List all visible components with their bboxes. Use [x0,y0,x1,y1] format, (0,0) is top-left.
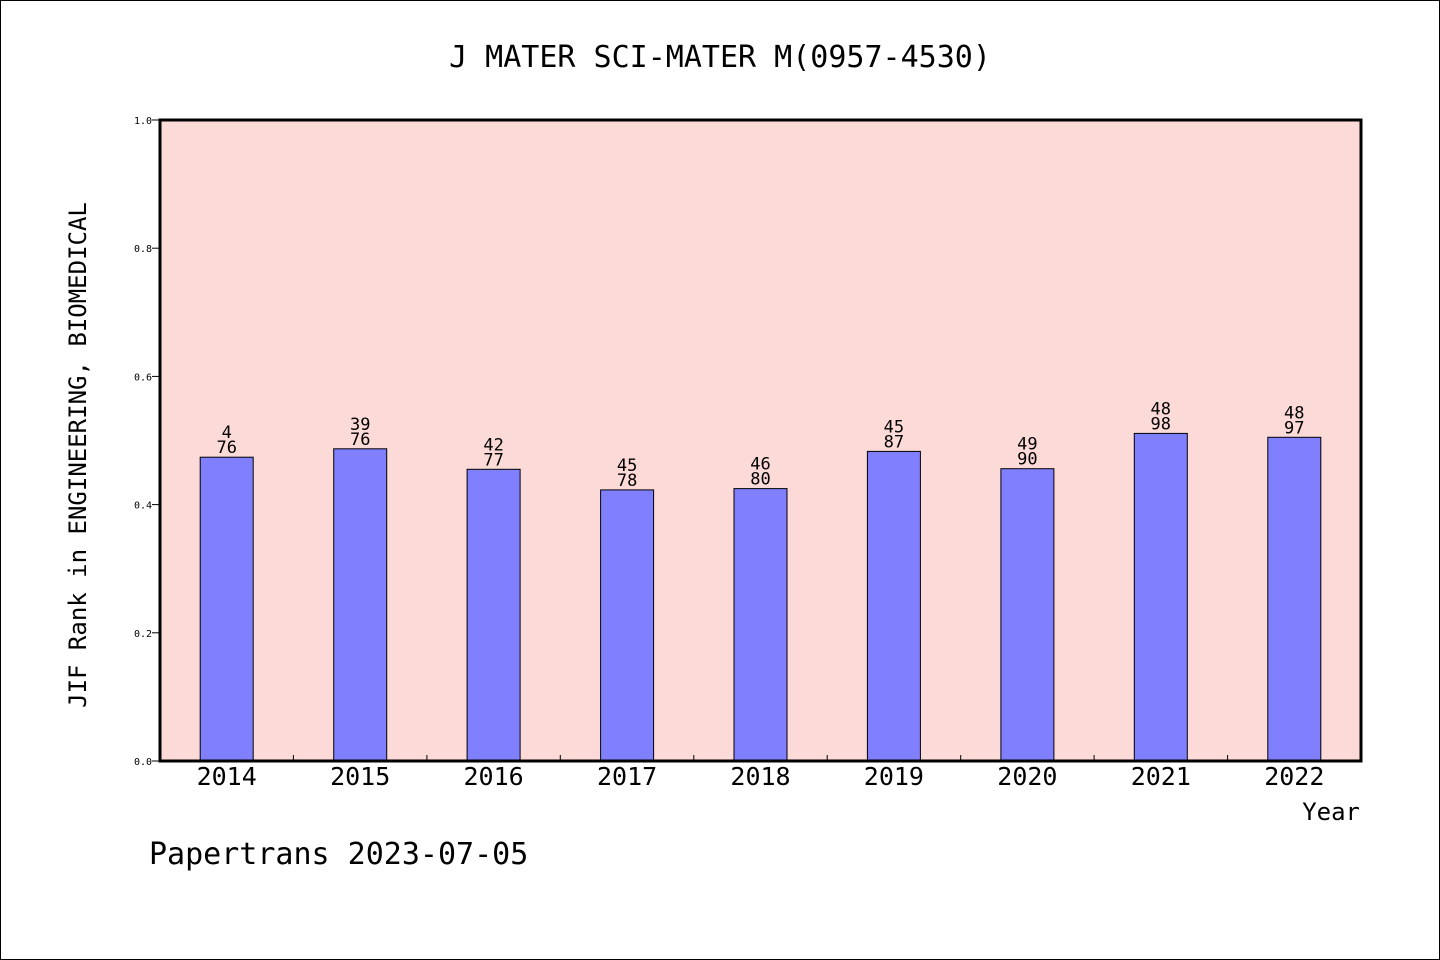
total-label-2018: 80 [750,470,770,490]
rank-label-2017: 45 [617,456,637,476]
x-axis-label: Year [1302,798,1360,826]
x-axis: 2014 2015 2016 2017 2018 2019 2020 2021 2022 [197,755,1324,791]
rank-label-2015: 39 [350,415,370,435]
y-axis-label: JIF Rank in ENGINEERING, BIOMEDICAL [64,202,92,708]
total-label-2021: 98 [1151,414,1171,434]
y-tick-label-0.8: 0.8 [134,244,152,255]
total-label-2015: 76 [350,430,370,450]
x-tick-label-2021: 2021 [1131,762,1191,791]
y-tick-label-0.4: 0.4 [134,501,152,512]
x-tick-label-2022: 2022 [1264,762,1324,791]
total-label-2016: 77 [483,450,503,470]
bar-2018 [733,488,788,762]
rank-label-2020: 49 [1017,435,1037,455]
y-tick-label-1.0: 1.0 [134,116,152,127]
y-tick-label-0.0: 0.0 [134,757,152,768]
rank-label-2016: 42 [483,435,503,455]
x-tick-label-2017: 2017 [597,762,657,791]
bar-2020 [1000,468,1055,762]
x-tick-label-2016: 2016 [463,762,523,791]
x-tick-label-2019: 2019 [864,762,924,791]
total-label-2020: 90 [1017,450,1037,470]
rank-label-2018: 46 [750,455,770,475]
x-tick-label-2014: 2014 [197,762,257,791]
rank-label-2021: 48 [1151,399,1171,419]
total-label-2022: 97 [1284,418,1304,438]
bar-2014 [199,456,254,762]
rank-label-2022: 48 [1284,403,1304,423]
footer-credit: Papertrans 2023-07-05 [149,837,528,872]
y-axis: 0.0 0.2 0.4 0.6 0.8 1.0 [134,116,160,768]
chart-title: J MATER SCI-MATER M(0957-4530) [449,40,991,75]
y-tick-label-0.6: 0.6 [134,372,152,383]
y-tick-label-0.2: 0.2 [134,629,152,640]
bar-2022 [1267,436,1322,762]
rank-label-2019: 45 [884,417,904,437]
bar-2016 [466,468,521,762]
bar-2019 [866,450,921,762]
bar-2015 [333,448,388,762]
bars-layer [199,432,1322,762]
total-label-2019: 87 [884,432,904,452]
x-tick-label-2015: 2015 [330,762,390,791]
x-tick-label-2018: 2018 [730,762,790,791]
bar-2017 [600,489,655,762]
bar-2021 [1133,432,1188,762]
plot-border [158,118,1363,763]
total-label-2017: 78 [617,471,637,491]
rank-label-2014: 4 [222,423,232,443]
x-tick-label-2020: 2020 [997,762,1057,791]
total-label-2014: 76 [216,438,236,458]
